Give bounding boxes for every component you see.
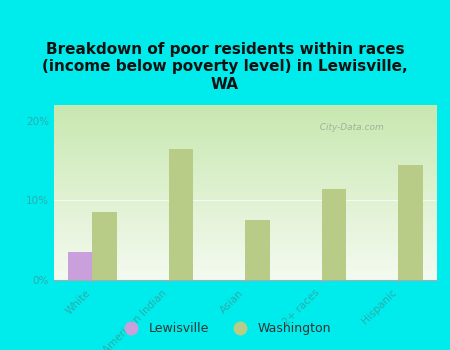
Bar	[322, 189, 346, 280]
Bar	[68, 252, 92, 280]
Bar	[169, 149, 193, 280]
Bar	[92, 212, 117, 280]
Bar	[245, 220, 270, 280]
Legend: Lewisville, Washington: Lewisville, Washington	[114, 317, 336, 340]
Text: City-Data.com: City-Data.com	[314, 122, 384, 132]
Text: Breakdown of poor residents within races
(income below poverty level) in Lewisvi: Breakdown of poor residents within races…	[42, 42, 408, 92]
Bar	[398, 164, 423, 280]
